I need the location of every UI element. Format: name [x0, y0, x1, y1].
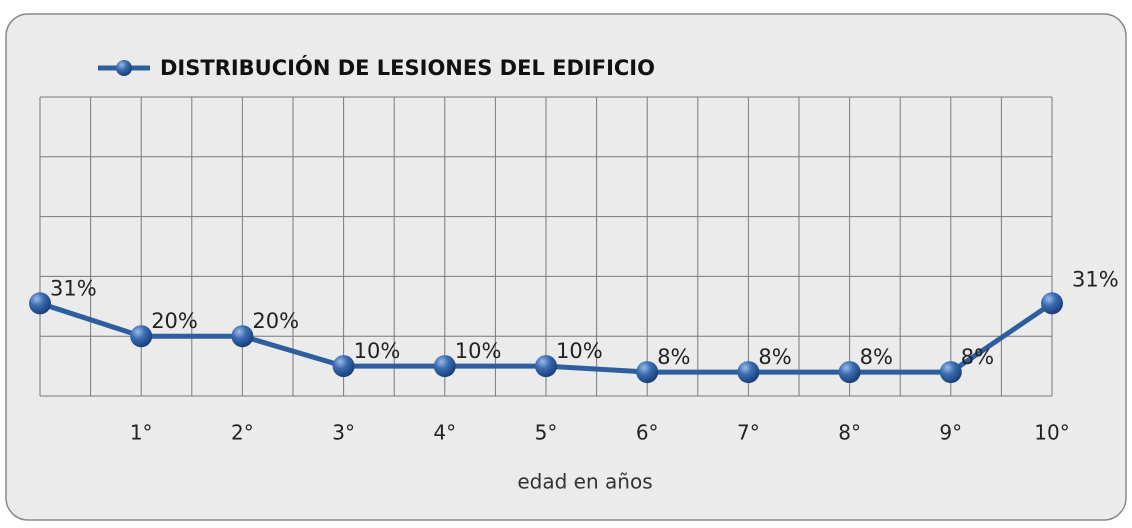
data-point	[1041, 292, 1063, 315]
legend-label: DISTRIBUCIÓN DE LESIONES DEL EDIFICIO	[160, 55, 655, 80]
data-point	[535, 355, 557, 378]
data-point	[332, 355, 355, 378]
x-tick-label: 10°	[1034, 421, 1069, 445]
x-tick-label: 8°	[838, 421, 861, 445]
data-label: 10%	[455, 339, 502, 363]
x-tick-label: 1°	[130, 421, 153, 445]
x-tick-label: 6°	[636, 421, 659, 445]
data-label: 31%	[50, 276, 97, 300]
data-label: 10%	[354, 339, 401, 363]
data-label: 10%	[556, 339, 603, 363]
x-tick-label: 2°	[231, 421, 254, 445]
legend-marker	[116, 60, 132, 76]
data-label: 20%	[151, 309, 198, 333]
x-tick-label: 3°	[332, 421, 355, 445]
chart-frame	[5, 13, 1127, 521]
data-point	[433, 355, 456, 378]
data-label: 8%	[961, 345, 994, 369]
data-point	[130, 325, 153, 348]
x-tick-label: 9°	[939, 421, 962, 445]
data-point	[29, 292, 51, 315]
data-label: 20%	[252, 309, 299, 333]
data-point	[231, 325, 254, 348]
x-tick-label: 7°	[737, 421, 760, 445]
data-point	[838, 361, 861, 384]
data-label: 8%	[657, 345, 690, 369]
data-point	[636, 361, 659, 384]
data-point	[939, 361, 962, 384]
data-point	[737, 361, 760, 384]
x-tick-label: 5°	[535, 421, 558, 445]
x-axis-title: edad en años	[517, 470, 652, 494]
x-tick-label: 4°	[433, 421, 456, 445]
data-label: 8%	[860, 345, 893, 369]
data-label: 8%	[758, 345, 791, 369]
data-label: 31%	[1072, 267, 1119, 291]
